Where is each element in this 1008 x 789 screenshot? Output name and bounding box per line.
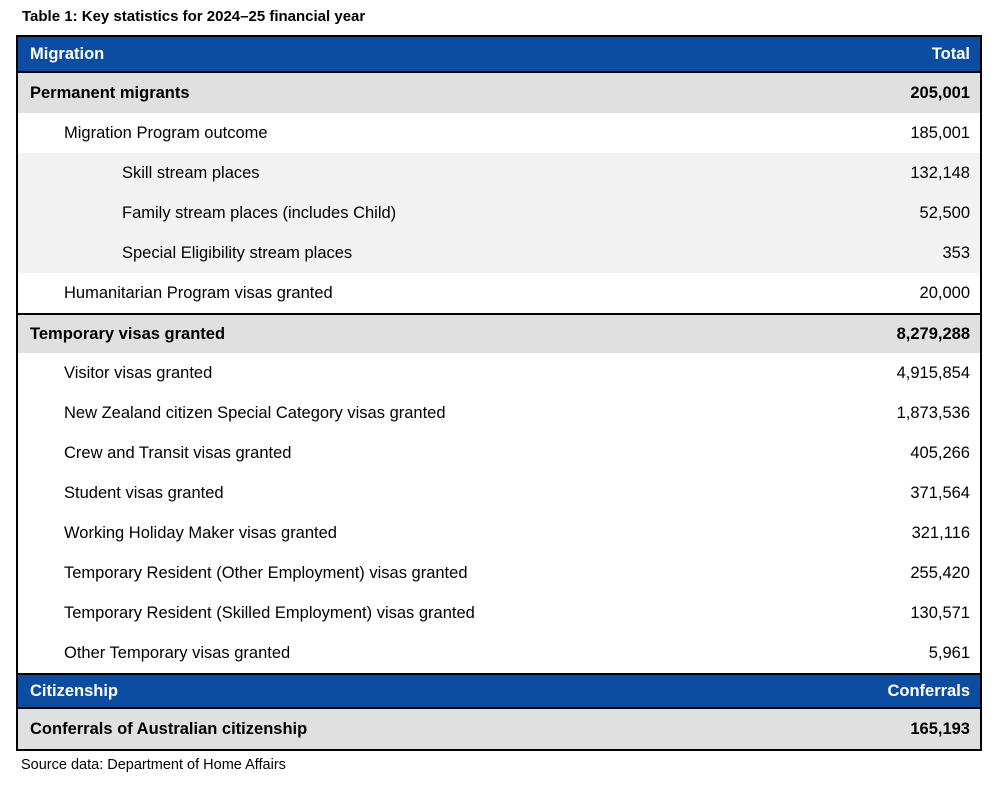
row-label: Temporary visas granted [30, 324, 226, 343]
row-value: 185,001 [910, 123, 970, 142]
row-value: 165,193 [910, 719, 970, 738]
row-label: Temporary Resident (Skilled Employment) … [64, 603, 475, 622]
table-row: Temporary Resident (Skilled Employment) … [18, 593, 980, 633]
row-label: Skill stream places [122, 163, 260, 182]
table-row: Conferrals of Australian citizenship 165,… [18, 709, 980, 749]
row-label: Student visas granted [64, 483, 224, 502]
row-label: Permanent migrants [30, 83, 190, 102]
table-row: Crew and Transit visas granted 405,266 [18, 433, 980, 473]
row-value: 130,571 [910, 603, 970, 622]
row-value: 1,873,536 [896, 403, 970, 422]
table-row: Temporary visas granted 8,279,288 [18, 313, 980, 353]
table-row: Other Temporary visas granted 5,961 [18, 633, 980, 673]
row-value: 255,420 [910, 563, 970, 582]
section-header-row: Migration Total [18, 37, 980, 73]
row-label: Special Eligibility stream places [122, 243, 353, 262]
row-label: Migration Program outcome [64, 123, 268, 142]
section-header-label: Citizenship [30, 681, 119, 700]
row-label: Humanitarian Program visas granted [64, 283, 333, 302]
row-label: Family stream places (includes Child) [122, 203, 397, 222]
section-header-row: Citizenship Conferrals [18, 673, 980, 709]
row-label: New Zealand citizen Special Category vis… [64, 403, 446, 422]
table-row: Family stream places (includes Child) 52,… [18, 193, 980, 233]
row-value: 4,915,854 [896, 363, 970, 382]
row-value: 8,279,288 [896, 324, 970, 343]
key-statistics-table: Migration Total Permanent migrants 205,001 M… [16, 35, 982, 751]
table-row: Working Holiday Maker visas granted 321,1… [18, 513, 980, 553]
table-row: Permanent migrants 205,001 [18, 73, 980, 113]
row-value: 52,500 [919, 203, 970, 222]
row-label: Temporary Resident (Other Employment) vi… [64, 563, 468, 582]
table-row: Migration Program outcome 185,001 [18, 113, 980, 153]
table-row: Humanitarian Program visas granted 20,000 [18, 273, 980, 313]
section-header-value-label: Total [931, 44, 970, 63]
table-row: New Zealand citizen Special Category vis… [18, 393, 980, 433]
table-row: Visitor visas granted 4,915,854 [18, 353, 980, 393]
source-note: Source data: Department of Home Affairs [21, 757, 286, 773]
table-row: Special Eligibility stream places 353 [18, 233, 980, 273]
row-value: 20,000 [919, 283, 970, 302]
row-label: Crew and Transit visas granted [64, 443, 292, 462]
table-row: Student visas granted 371,564 [18, 473, 980, 513]
table-section: Migration Total Permanent migrants 205,001 M… [18, 37, 980, 673]
row-value: 321,116 [911, 523, 970, 542]
table-row: Temporary Resident (Other Employment) vi… [18, 553, 980, 593]
row-value: 405,266 [910, 443, 970, 462]
row-value: 205,001 [910, 83, 970, 102]
row-label: Conferrals of Australian citizenship [30, 719, 308, 738]
section-header-label: Migration [30, 44, 105, 63]
section-header-value-label: Conferrals [887, 681, 970, 700]
table-section: Citizenship Conferrals Conferrals of Austr… [18, 673, 980, 749]
table-row: Skill stream places 132,148 [18, 153, 980, 193]
row-value: 353 [942, 243, 970, 262]
table-title: Table 1: Key statistics for 2024–25 fina… [22, 8, 366, 25]
row-value: 371,564 [910, 483, 970, 502]
row-value: 132,148 [910, 163, 970, 182]
row-label: Other Temporary visas granted [64, 643, 291, 662]
row-value: 5,961 [928, 643, 970, 662]
row-label: Working Holiday Maker visas granted [64, 523, 337, 542]
row-label: Visitor visas granted [64, 363, 213, 382]
